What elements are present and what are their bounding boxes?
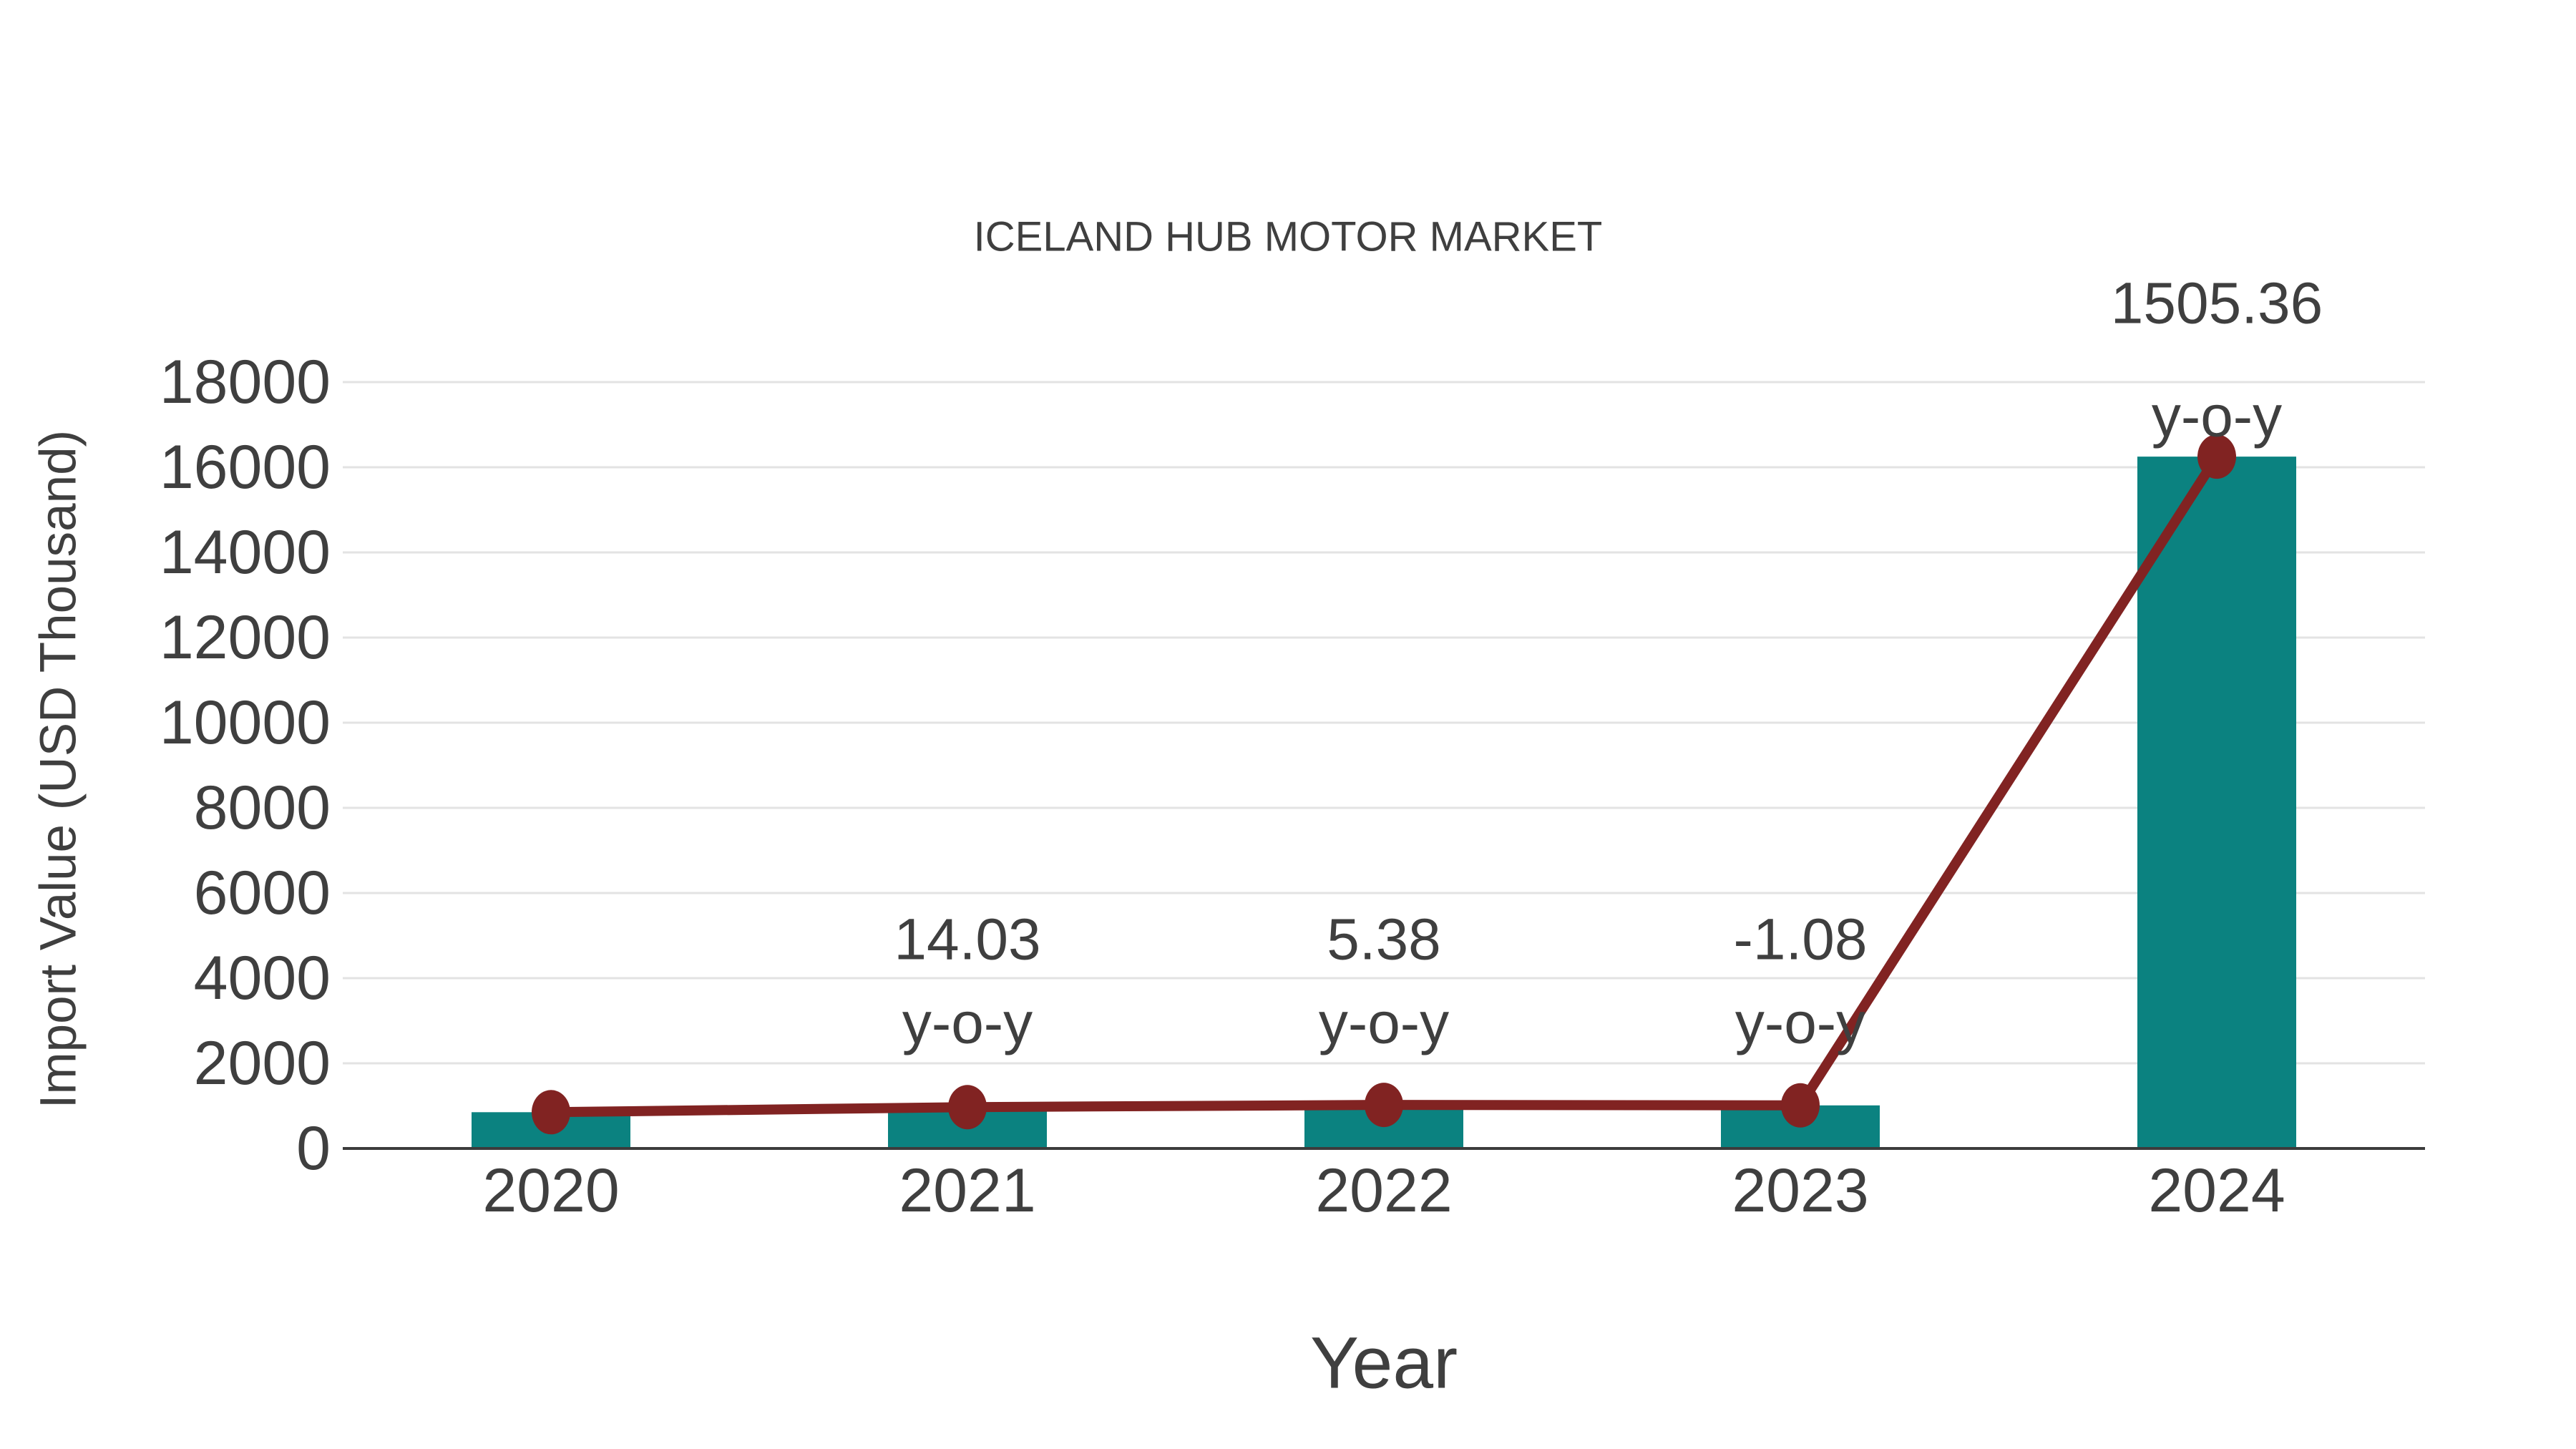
x-tick-label: 2021 (899, 1156, 1035, 1225)
line-marker (1365, 1083, 1403, 1128)
annotation-value: 14.03 (894, 907, 1040, 972)
annotations: 14.03 y-o-y 5.38 y-o-y -1.08 y-o-y 1505.36 y-o-… (894, 271, 2323, 1056)
x-tick-label: 2023 (1732, 1156, 1868, 1225)
y-tick-label: 8000 (194, 774, 331, 842)
x-tick-label: 2022 (1315, 1156, 1452, 1225)
annotation-value: -1.08 (1734, 907, 1868, 972)
annotation-suffix: y-o-y (2152, 384, 2282, 449)
annotation-suffix: y-o-y (1735, 991, 1865, 1056)
bar (2137, 457, 2296, 1148)
x-tick-label: 2024 (2148, 1156, 2285, 1225)
y-tick-label: 0 (296, 1114, 331, 1183)
line-series (532, 434, 2236, 1135)
annotation-value: 1505.36 (2111, 271, 2323, 336)
x-axis-title: Year (1309, 1322, 1458, 1404)
y-tick-labels: 0 2000 4000 6000 8000 10000 12000 14000 16000 180… (160, 348, 331, 1183)
line-marker (1781, 1083, 1820, 1128)
y-tick-label: 2000 (194, 1029, 331, 1098)
line-marker (2197, 434, 2236, 479)
y-tick-label: 14000 (160, 518, 331, 587)
bar-series (472, 457, 2296, 1148)
line-marker (532, 1090, 570, 1135)
y-tick-label: 18000 (160, 348, 331, 416)
line-marker (948, 1085, 987, 1130)
y-tick-label: 12000 (160, 603, 331, 672)
y-tick-label: 10000 (160, 688, 331, 757)
gridlines (343, 381, 2425, 1065)
y-tick-label: 4000 (194, 944, 331, 1013)
chart-title: ICELAND HUB MOTOR MARKET (973, 213, 1603, 260)
annotation-suffix: y-o-y (1319, 991, 1449, 1056)
x-tick-label: 2020 (482, 1156, 619, 1225)
y-tick-label: 6000 (194, 859, 331, 927)
y-tick-label: 16000 (160, 433, 331, 502)
annotation-suffix: y-o-y (902, 991, 1033, 1056)
annotation-value: 5.38 (1327, 907, 1441, 972)
x-tick-labels: 2020 2021 2022 2023 2024 (482, 1156, 2285, 1225)
